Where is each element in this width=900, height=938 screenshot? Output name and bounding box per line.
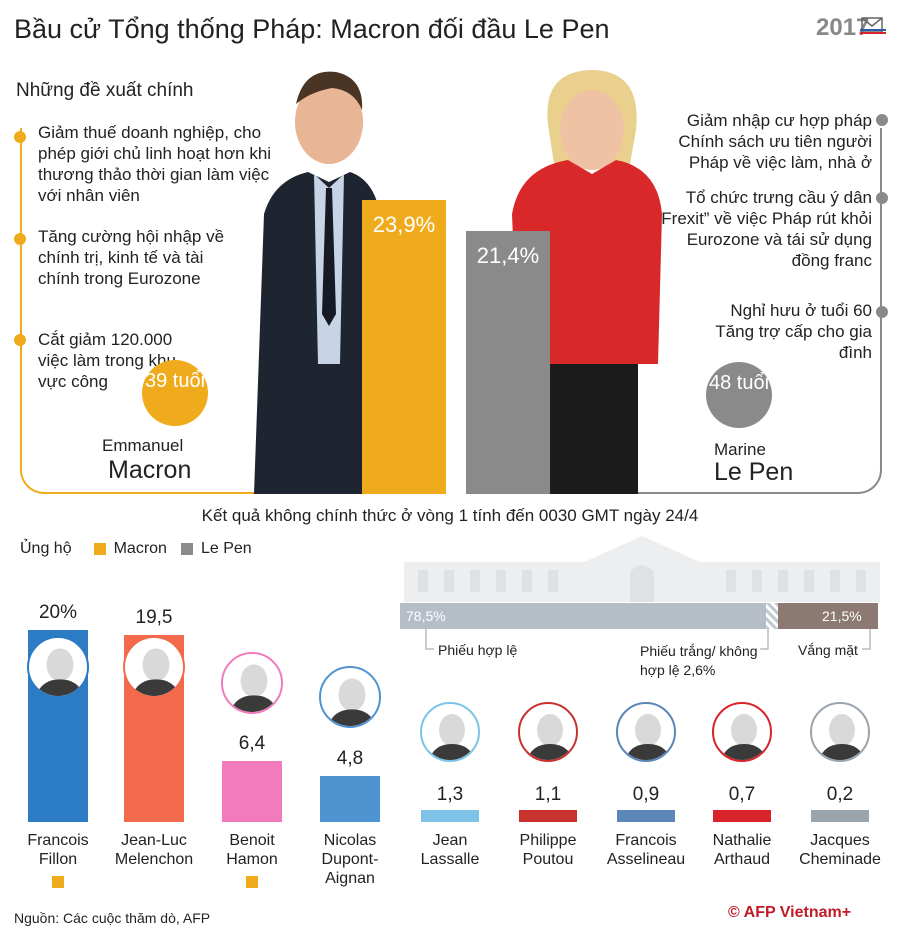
candidate-portrait (221, 652, 283, 714)
macron-proposal-2: Tăng cường hội nhập về chính trị, kinh t… (38, 227, 225, 288)
candidate-bar (713, 810, 771, 822)
valid-votes-note: Phiếu hợp lệ (438, 642, 518, 658)
candidate-portrait (319, 666, 381, 728)
lepen-vote-bar (466, 230, 550, 494)
candidate-value-label: 19,5 (135, 606, 173, 628)
supports-macron-marker (246, 876, 258, 888)
candidate-value-label: 1,3 (436, 784, 464, 805)
candidate-value-label: 1,1 (534, 784, 562, 805)
candidate-name: Benoit Hamon (226, 832, 278, 868)
candidate-bar (811, 810, 869, 822)
candidate-value-label: 0,2 (826, 784, 854, 805)
credit: © AFP Vietnam+ (728, 904, 851, 922)
ballot-envelope-icon (860, 17, 886, 34)
lepen-proposal-1: Giảm nhập cư hợp pháp Chính sách ưu tiên… (678, 111, 872, 172)
candidate-name: Philippe Poutou (519, 832, 577, 868)
candidate-name: Jean Lassalle (420, 832, 480, 868)
proposals-heading: Những đề xuất chính (16, 80, 194, 101)
abstention-value: 21,5% (822, 608, 862, 624)
macron-frame (20, 128, 350, 494)
candidate-portrait (420, 702, 480, 762)
legend-title: Ủng hộ (20, 540, 72, 557)
candidate-value-label: 4,8 (336, 747, 364, 769)
bullet-dot (14, 131, 26, 143)
abstention-segment (777, 603, 878, 629)
lepen-proposal-2: Tổ chức trưng cầu ý dân “Frexit” về việc… (655, 188, 872, 270)
candidate-value-label: 0,7 (728, 784, 756, 805)
results-note: Kết quả không chính thức ở vòng 1 tính đ… (201, 506, 699, 525)
candidate-portrait (712, 702, 772, 762)
legend-swatch-lepen (180, 543, 193, 555)
bullet-dot (876, 192, 888, 204)
candidate-bar (519, 810, 577, 822)
blank-votes-note: Phiếu trắng/ không hợp lệ 2,6% (640, 643, 758, 678)
lepen-first-name: Marine (714, 440, 766, 459)
bullet-dot (14, 334, 26, 346)
candidate-name: Francois Asselineau (606, 832, 686, 868)
lepen-proposal-3: Nghỉ hưu ở tuổi 60 Tăng trợ cấp cho gia … (715, 301, 872, 362)
candidate-name: Jacques Cheminade (799, 832, 881, 868)
supports-macron-marker (52, 876, 64, 888)
legend: Ủng hộ Macron Le Pen (20, 540, 252, 558)
bullet-dot (876, 114, 888, 126)
candidate-portrait (123, 636, 185, 698)
valid-votes-segment (400, 603, 766, 629)
macron-proposal-1: Giảm thuế doanh nghiệp, cho phép giới ch… (38, 123, 272, 205)
bullet-dot (14, 233, 26, 245)
source-note: Nguồn: Các cuộc thăm dò, AFP (14, 910, 211, 926)
blank-votes-segment (765, 603, 778, 629)
legend-lepen: Le Pen (200, 540, 252, 557)
candidate-bar (320, 775, 380, 822)
candidate-value-label: 0,9 (632, 784, 660, 805)
candidate-bar (617, 810, 675, 822)
candidate-name: Nathalie Arthaud (712, 832, 772, 868)
year-badge: 2017 (816, 14, 870, 41)
lepen-vote-label: 21,4% (476, 242, 540, 268)
candidate-portrait (616, 702, 676, 762)
candidate-portrait (810, 702, 870, 762)
macron-vote-bar (362, 200, 446, 494)
candidate-portrait (518, 702, 578, 762)
candidate-name: Jean-Luc Melenchon (114, 832, 194, 868)
macron-proposal-3: Cắt giảm 120.000 việc làm trong khu vực … (38, 330, 176, 391)
page-title: Bầu cử Tổng thống Pháp: Macron đối đầu L… (14, 14, 610, 44)
macron-photo (254, 71, 384, 494)
candidate-name: Nicolas Dupont- Aignan (321, 832, 379, 887)
bullet-dot (876, 306, 888, 318)
lepen-last-name: Le Pen (714, 458, 794, 486)
lepen-age-badge: 48 tuổi (706, 362, 772, 428)
abstention-note: Vắng mặt (798, 642, 858, 658)
palace-illustration (404, 536, 880, 602)
legend-swatch-macron (93, 543, 106, 555)
candidate-bar (421, 810, 479, 822)
macron-first-name: Emmanuel (102, 436, 184, 455)
turnout-leader-lines (425, 629, 871, 650)
legend-macron: Macron (113, 540, 167, 557)
candidate-value-label: 20% (38, 602, 78, 623)
credit-text: © AFP Vietnam+ (728, 904, 852, 921)
macron-age-badge: 39 tuổi (142, 360, 208, 426)
macron-vote-label: 23,9% (372, 212, 436, 238)
candidate-name: Francois Fillon (27, 832, 89, 868)
candidate-bar (222, 760, 282, 822)
candidate-portrait (27, 636, 89, 698)
macron-last-name: Macron (108, 456, 192, 484)
valid-votes-value: 78,5% (406, 608, 446, 624)
candidate-value-label: 6,4 (238, 732, 266, 754)
